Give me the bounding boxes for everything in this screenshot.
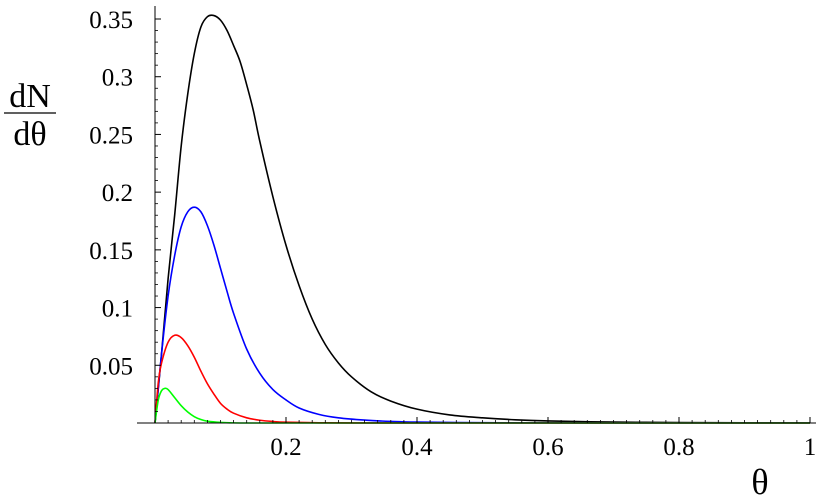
x-tick-label: 1 <box>804 434 817 461</box>
series-line-2 <box>154 206 811 424</box>
ticks-layer: 0.2 0.4 0.6 0.8 1 0.05 0.1 0.15 0.2 0.25 0.3 0.35 <box>89 7 816 461</box>
series-layer <box>154 14 811 424</box>
axes-layer <box>137 6 816 424</box>
y-tick-label: 0.2 <box>102 180 133 207</box>
y-tick-label: 0.25 <box>89 122 133 149</box>
x-tick-label: 0.2 <box>270 434 301 461</box>
y-axis-label-numerator: dN <box>9 78 51 115</box>
y-tick-label: 0.1 <box>102 296 133 323</box>
series-line-3 <box>154 334 810 424</box>
y-tick-label: 0.05 <box>89 353 133 380</box>
y-axis-label-denominator: dθ <box>13 116 46 153</box>
x-axis-label: θ <box>751 462 768 502</box>
y-tick-label: 0.3 <box>102 65 133 92</box>
y-tick-label: 0.35 <box>89 7 133 34</box>
x-tick-label: 0.6 <box>532 434 563 461</box>
series-line-1 <box>154 14 811 424</box>
y-tick-label: 0.15 <box>89 238 133 265</box>
x-tick-label: 0.4 <box>401 434 433 461</box>
y-axis-label: dN dθ <box>4 78 56 153</box>
x-tick-label: 0.8 <box>663 434 694 461</box>
